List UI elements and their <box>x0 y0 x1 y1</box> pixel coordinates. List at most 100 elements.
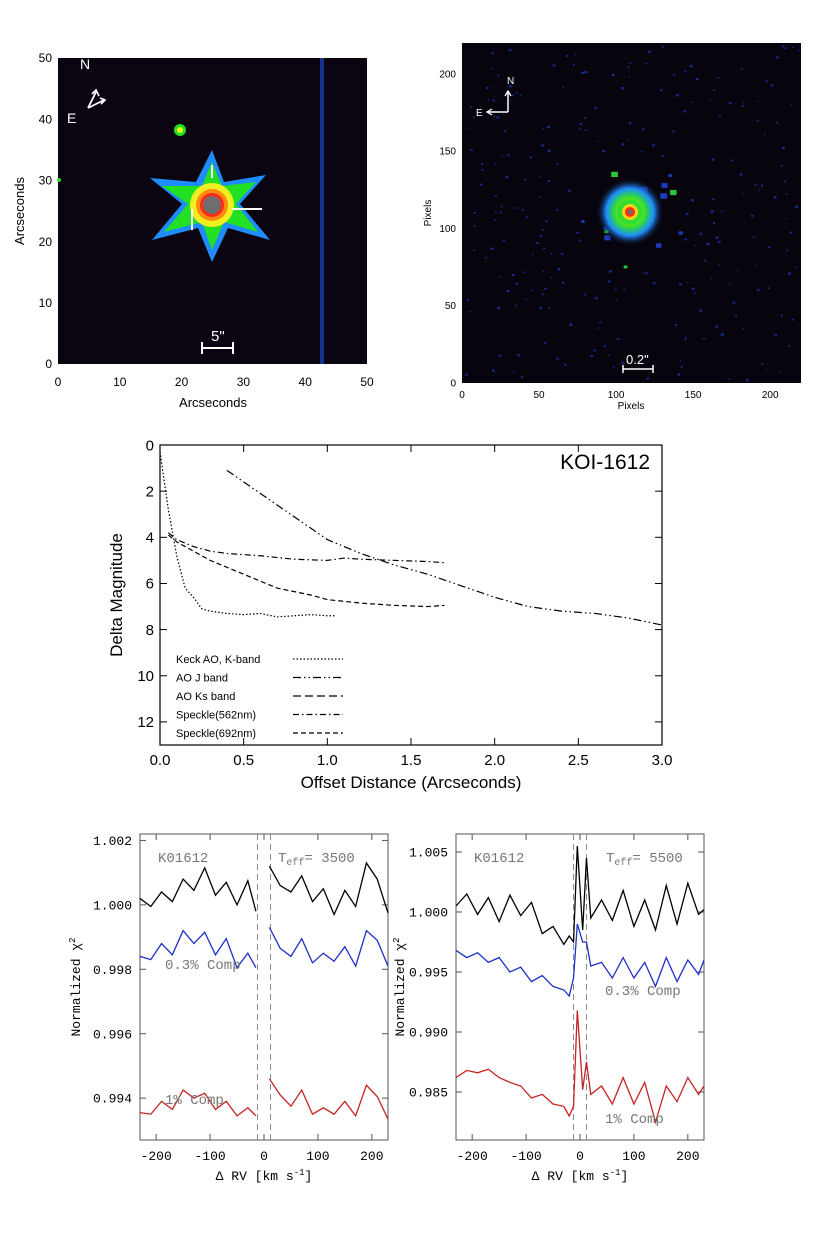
speckle-pixel <box>660 193 668 199</box>
speckle-pixel <box>583 293 586 296</box>
speckle-pixel <box>487 99 490 101</box>
primary-star <box>150 150 270 262</box>
y-tick-label: 0.998 <box>93 963 132 978</box>
speckle-pixel <box>691 199 695 202</box>
speckle-pixel <box>684 70 687 73</box>
speckle-pixel <box>469 310 471 313</box>
chi2-5500-teff-symbol: T <box>606 851 614 867</box>
chi2-5500-teff: Teff= 5500 <box>606 851 683 869</box>
y-tick-label: 0.996 <box>93 1027 132 1042</box>
speckle-pixel <box>561 281 565 284</box>
speckle-pixel <box>531 289 534 291</box>
speckle-pixel <box>758 189 761 191</box>
speckle-pixel <box>661 183 668 188</box>
speckle-pixel <box>673 74 676 76</box>
speckle-pixel <box>495 211 497 213</box>
speckle-pixel <box>539 307 542 310</box>
speckle-pixel <box>500 205 503 208</box>
speckle-image-xlabel: Pixels <box>618 401 645 412</box>
chi2-5500-ylabel: Normalized χ2 <box>392 937 408 1036</box>
star-saturated-core <box>203 196 221 214</box>
contrast-legend: Keck AO, K-band AO J band AO Ks band Speckl… <box>176 654 343 740</box>
x-tick-label: -200 <box>457 1149 488 1164</box>
speckle-pixel <box>616 338 620 341</box>
speckle-pixel <box>479 183 483 186</box>
speckle-pixel <box>498 354 502 357</box>
speckle-pixel <box>517 354 520 357</box>
speckle-pixel <box>515 282 519 285</box>
speckle-pixel <box>499 275 501 278</box>
edge-source <box>57 178 61 182</box>
y-tick-label: 10 <box>39 296 53 310</box>
speckle-pixel <box>505 176 509 179</box>
speckle-pixel <box>734 314 737 317</box>
speckle-pixel <box>672 130 675 133</box>
speckle-pixel <box>780 164 783 167</box>
speckle-pixel <box>767 287 770 289</box>
speckle-pixel <box>689 65 693 68</box>
x-tick-label: 200 <box>762 390 779 401</box>
chi2-3500-teff-value: = 3500 <box>304 851 354 867</box>
y-tick-label: 20 <box>39 235 53 249</box>
speckle-pixel <box>790 104 793 107</box>
speckle-pixel <box>473 225 476 227</box>
speckle-pixel <box>795 266 798 268</box>
x-tick-label: 10 <box>113 375 127 389</box>
speckle-pixel <box>569 323 573 326</box>
y-tick-label: 10 <box>137 668 154 685</box>
speckle-compass-east-label: E <box>476 108 483 119</box>
chi2-5500-ylabel-base: Normalized χ <box>393 943 408 1037</box>
scale-bar-label: 5" <box>211 328 225 345</box>
speckle-pixel <box>715 325 718 328</box>
speckle-pixel <box>684 238 688 241</box>
x-tick-label: 0 <box>55 375 62 389</box>
speckle-pixel <box>581 220 585 223</box>
x-tick-label: 40 <box>299 375 313 389</box>
y-tick-label: 150 <box>439 147 456 158</box>
speckle-pixel <box>690 101 693 104</box>
speckle-pixel <box>685 337 688 339</box>
panel-chi2-3500: -200 -100 0 100 200 0.994 0.996 0.998 1.000 1.002… <box>68 833 389 1184</box>
speckle-pixel <box>516 207 519 209</box>
panel-speckle-image: N E 0.2" 0 50 100 150 200 0 50 100 150 200 Pixels… <box>423 43 801 412</box>
speckle-pixel <box>765 80 768 82</box>
x-tick-label: 50 <box>533 390 545 401</box>
speckle-pixel <box>568 189 571 192</box>
speckle-pixel <box>501 155 504 157</box>
speckle-pixel <box>709 98 712 101</box>
speckle-scale-label: 0.2" <box>626 352 649 367</box>
speckle-pixel <box>745 379 749 382</box>
chi2-5500-xlabel-sup: -1 <box>610 1168 621 1178</box>
speckle-pixel <box>685 212 689 215</box>
speckle-pixel <box>525 298 528 300</box>
x-tick-label: 3.0 <box>652 752 673 769</box>
speckle-pixel <box>750 214 754 217</box>
speckle-pixel <box>661 46 664 48</box>
speckle-pixel <box>543 247 546 250</box>
speckle-pixel <box>718 115 721 117</box>
speckle-pixel <box>543 342 547 344</box>
x-tick-label: 0.5 <box>233 752 254 769</box>
y-tick-label: 100 <box>439 224 456 235</box>
y-tick-label: 50 <box>39 51 53 65</box>
speckle-pixel <box>791 318 794 321</box>
speckle-pixel <box>655 243 662 248</box>
speckle-pixel <box>590 354 594 358</box>
x-tick-label: 200 <box>360 1149 383 1164</box>
speckle-pixel <box>596 327 599 329</box>
speckle-pixel <box>468 127 471 129</box>
speckle-pixel <box>752 236 755 238</box>
y-tick-label: 0 <box>146 437 154 454</box>
y-tick-label: 0 <box>45 357 52 371</box>
speckle-pixel <box>795 205 799 208</box>
compass: N E <box>67 56 107 126</box>
speckle-pixel <box>628 122 632 125</box>
speckle-pixel <box>486 86 489 89</box>
speckle-pixel <box>785 217 787 220</box>
y-tick-label: 0.985 <box>409 1086 448 1101</box>
speckle-pixel <box>545 220 548 223</box>
speckle-pixel <box>684 338 687 341</box>
speckle-pixel <box>780 314 784 317</box>
speckle-scale-bar: 0.2" <box>622 352 654 373</box>
speckle-pixel <box>556 163 559 166</box>
